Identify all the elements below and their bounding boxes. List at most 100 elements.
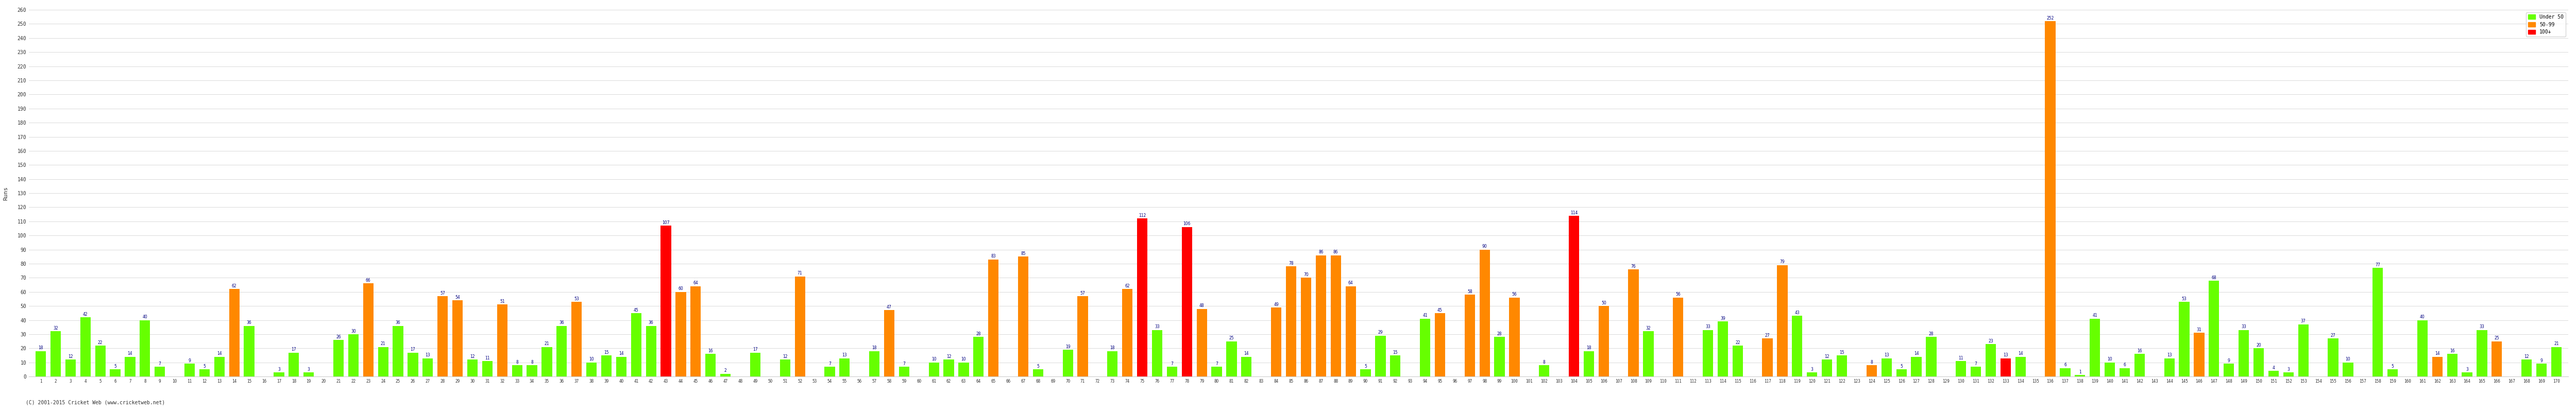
Text: 41: 41 (1422, 314, 1427, 318)
Text: 31: 31 (2197, 328, 2202, 332)
Bar (2342, 363, 2354, 377)
Text: 66: 66 (366, 278, 371, 283)
Bar (884, 310, 894, 377)
Text: 48: 48 (1200, 304, 1206, 308)
Text: 13: 13 (1883, 353, 1888, 358)
Text: 10: 10 (2347, 357, 2349, 362)
Bar (2447, 354, 2458, 377)
Text: 28: 28 (1497, 332, 1502, 336)
Bar (513, 365, 523, 377)
Bar (1419, 319, 1430, 377)
Bar (1538, 365, 1548, 377)
Text: 47: 47 (886, 305, 891, 309)
Text: 78: 78 (1288, 261, 1293, 266)
Text: 20: 20 (2257, 343, 2262, 348)
Bar (2105, 363, 2115, 377)
Bar (1108, 351, 1118, 377)
Text: 18: 18 (1587, 346, 1592, 351)
Bar (750, 353, 760, 377)
Bar (229, 289, 240, 377)
Text: 43: 43 (1795, 311, 1801, 315)
Bar (1672, 297, 1682, 377)
Bar (289, 353, 299, 377)
Bar (497, 304, 507, 377)
Bar (1880, 358, 1891, 377)
Text: 21: 21 (544, 342, 549, 346)
Text: 56: 56 (1674, 292, 1680, 297)
Bar (2045, 21, 2056, 377)
Text: 252: 252 (2045, 16, 2053, 20)
Bar (1360, 370, 1370, 377)
Bar (1927, 337, 1937, 377)
Text: 32: 32 (1646, 326, 1651, 331)
Bar (1793, 316, 1803, 377)
Bar (1123, 289, 1133, 377)
Text: 40: 40 (142, 315, 147, 319)
Text: 15: 15 (603, 350, 608, 355)
Text: 33: 33 (2241, 325, 2246, 329)
Bar (1285, 267, 1296, 377)
Bar (2372, 268, 2383, 377)
Bar (2179, 302, 2190, 377)
Text: 14: 14 (618, 351, 623, 356)
Bar (1167, 367, 1177, 377)
Bar (2463, 372, 2473, 377)
Bar (304, 372, 314, 377)
Bar (2388, 370, 2398, 377)
Text: 57: 57 (1079, 291, 1084, 295)
Text: 22: 22 (1736, 340, 1741, 345)
Bar (1643, 331, 1654, 377)
Text: 57: 57 (440, 291, 446, 295)
Bar (466, 360, 477, 377)
Bar (1270, 307, 1280, 377)
Bar (1584, 351, 1595, 377)
Text: 33: 33 (1705, 325, 1710, 329)
Bar (1376, 336, 1386, 377)
Bar (899, 367, 909, 377)
Legend: Under 50, 50-99, 100+: Under 50, 50-99, 100+ (2527, 12, 2566, 37)
Bar (1494, 337, 1504, 377)
Text: 15: 15 (1394, 350, 1399, 355)
Text: 39: 39 (1721, 316, 1726, 321)
Bar (1345, 286, 1355, 377)
Text: 71: 71 (799, 271, 801, 276)
Text: 28: 28 (976, 332, 981, 336)
Text: 25: 25 (1229, 336, 1234, 341)
Text: 36: 36 (649, 321, 654, 325)
Text: 36: 36 (397, 321, 399, 325)
Bar (1064, 350, 1074, 377)
Text: 11: 11 (1958, 356, 1963, 360)
Text: 12: 12 (67, 354, 72, 359)
Text: 14: 14 (2434, 351, 2439, 356)
Bar (348, 334, 358, 377)
Bar (943, 360, 953, 377)
Bar (1077, 296, 1087, 377)
Text: 21: 21 (381, 342, 386, 346)
Bar (1332, 255, 1342, 377)
Bar (111, 370, 121, 377)
Bar (690, 286, 701, 377)
Bar (2089, 319, 2099, 377)
Bar (1510, 297, 1520, 377)
Text: 36: 36 (559, 321, 564, 325)
Bar (1837, 356, 1847, 377)
Bar (2061, 368, 2071, 377)
Bar (572, 302, 582, 377)
Bar (541, 347, 551, 377)
Text: 11: 11 (484, 356, 489, 360)
Bar (1301, 278, 1311, 377)
Text: 30: 30 (350, 329, 355, 333)
Bar (1151, 330, 1162, 377)
Bar (1018, 257, 1028, 377)
Bar (1777, 265, 1788, 377)
Text: 62: 62 (232, 284, 237, 288)
Bar (2269, 371, 2280, 377)
Bar (124, 357, 137, 377)
Bar (2223, 364, 2233, 377)
Bar (1703, 330, 1713, 377)
Text: 49: 49 (1273, 302, 1278, 307)
Bar (2329, 338, 2339, 377)
Text: 14: 14 (1914, 351, 1919, 356)
Text: 36: 36 (247, 321, 252, 325)
Text: 45: 45 (634, 308, 639, 312)
